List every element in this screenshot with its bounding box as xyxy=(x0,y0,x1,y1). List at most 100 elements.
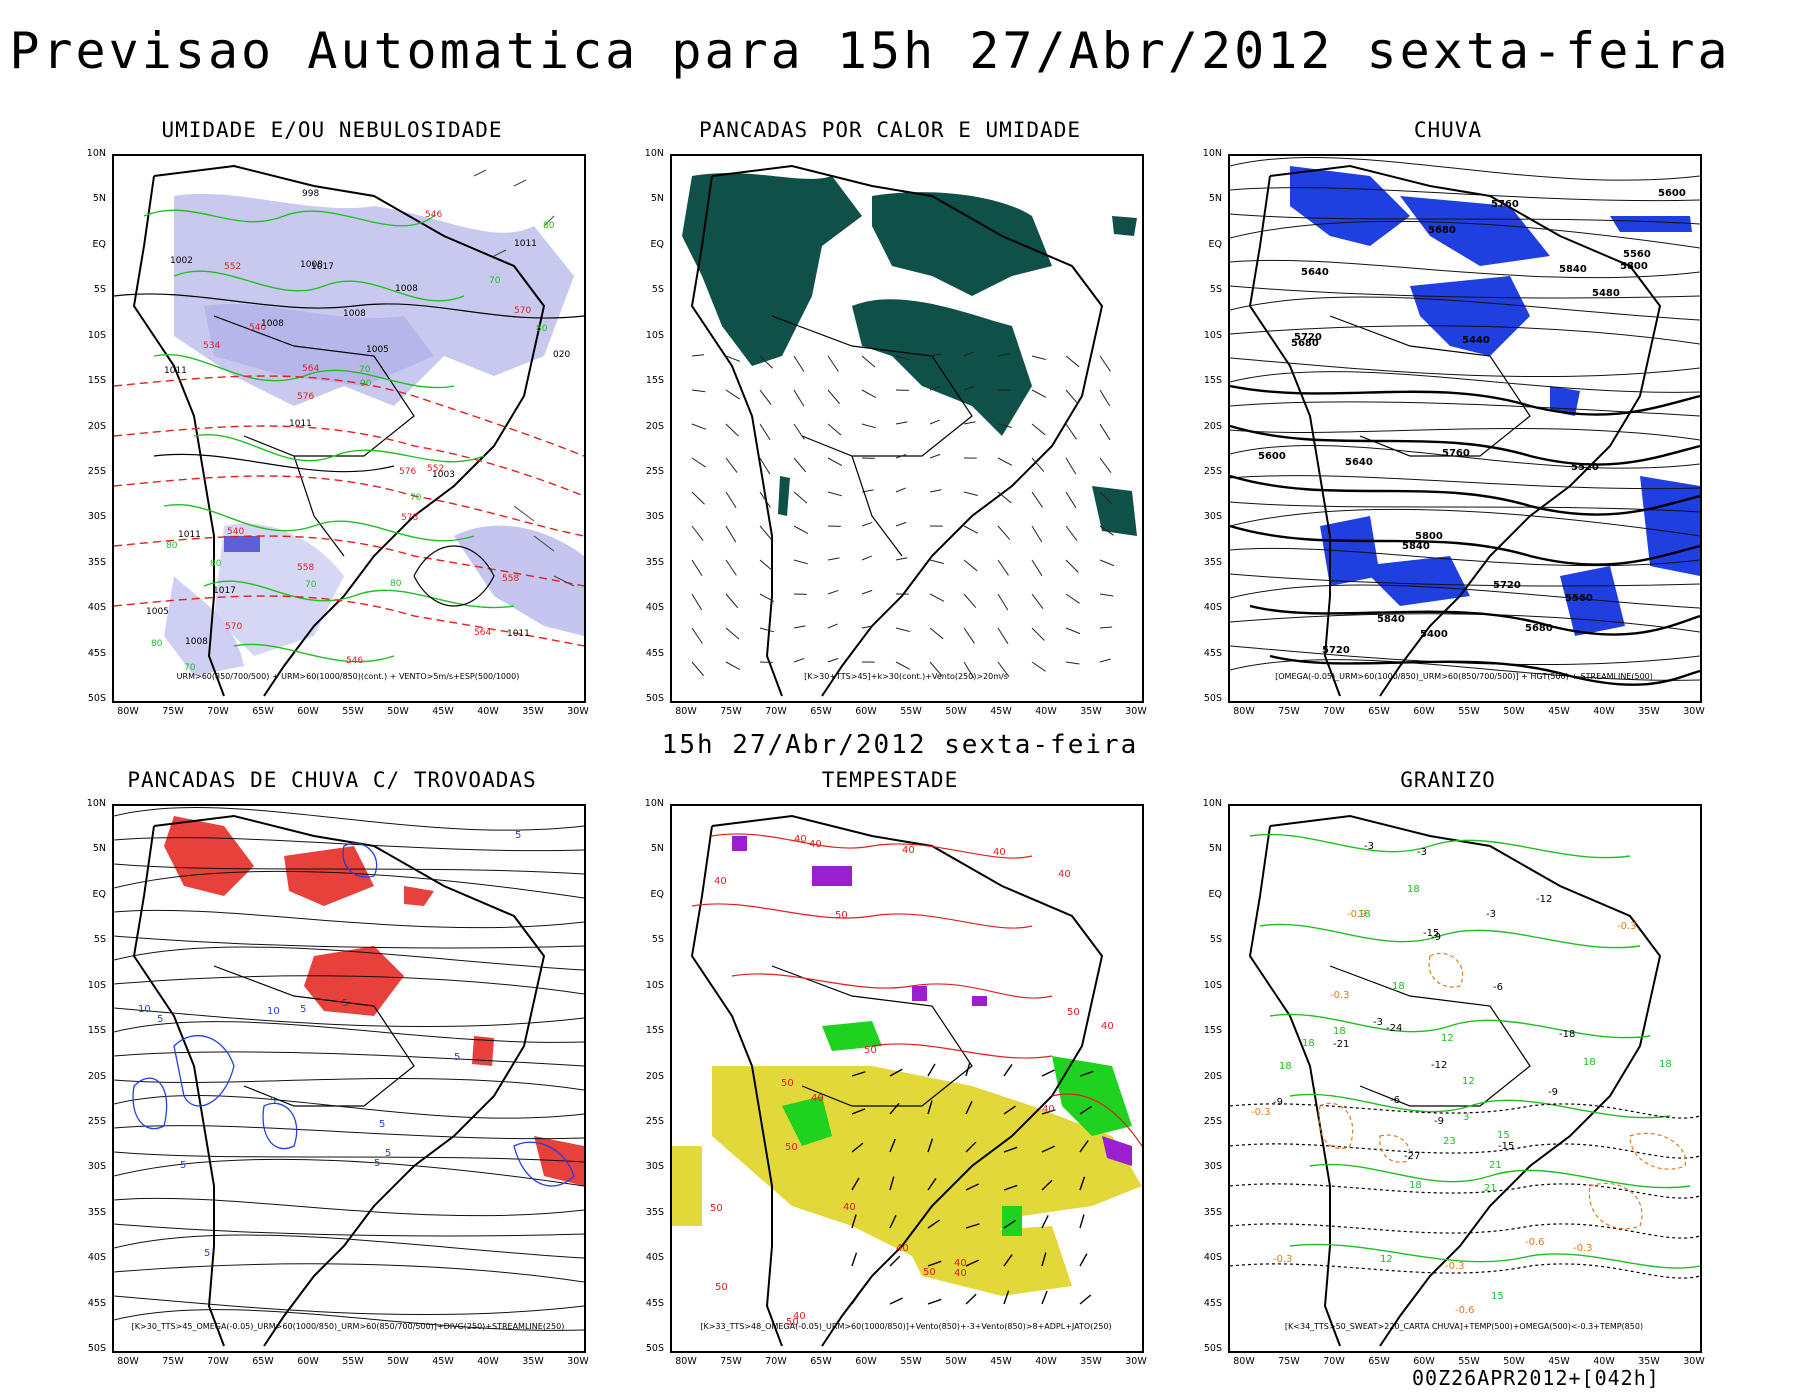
lat-tick-label: EQ xyxy=(92,238,106,250)
lat-tick-label: 10N xyxy=(1202,798,1222,809)
humidity-shading xyxy=(164,193,584,676)
lon-tick-label: 30W xyxy=(1683,1356,1705,1367)
wind-arrow xyxy=(725,491,737,509)
contour-label: 80 xyxy=(210,559,222,569)
streamline xyxy=(1230,325,1700,345)
contour-label: 1005 xyxy=(366,345,389,355)
panel-caption: [OMEGA(-0.05)_URM>60(1000/850)_URM>60(85… xyxy=(1275,672,1653,681)
wind-arrow xyxy=(1003,1146,1018,1153)
wind-arrow xyxy=(759,627,774,633)
contour-label: -0.9 xyxy=(1347,909,1367,920)
contour-label: 70 xyxy=(359,365,371,375)
lat-tick-label: 30S xyxy=(87,1161,106,1173)
contour-label: 546 xyxy=(425,210,442,220)
wind-arrow xyxy=(929,453,941,459)
wind-arrow xyxy=(895,487,906,493)
wind-arrow xyxy=(691,491,705,505)
lon-tick-label: 75W xyxy=(162,1356,184,1367)
streamline xyxy=(1230,508,1700,537)
wind-arrow xyxy=(1003,1184,1018,1191)
contour-label: 70 xyxy=(184,663,196,673)
lon-tick-label: 65W xyxy=(1368,1356,1390,1367)
panel-title: UMIDADE E/OU NEBULOSIDADE xyxy=(161,118,503,142)
contour-label: -18 xyxy=(1559,1029,1575,1040)
lon-tick-label: 40W xyxy=(1035,1356,1057,1367)
wind-arrow xyxy=(1031,525,1043,543)
wind-arrow xyxy=(691,627,703,644)
wind-arrow xyxy=(1041,1215,1049,1229)
wind-arrow xyxy=(1065,627,1081,635)
wind-arrow xyxy=(1031,457,1045,472)
contour-label: 5680 xyxy=(1428,225,1456,236)
wind-arrow xyxy=(759,559,774,572)
contour-label: 15 xyxy=(1491,1291,1504,1302)
contour-label: 576 xyxy=(399,467,416,477)
contour-label: 5680 xyxy=(1525,623,1553,634)
wind-arrow xyxy=(895,557,908,561)
streamline xyxy=(114,1295,584,1316)
contour-label: 5 xyxy=(342,998,348,1009)
lon-tick-label: 40W xyxy=(477,706,499,717)
lon-tick-label: 40W xyxy=(1035,706,1057,717)
wind-arrow xyxy=(965,1183,979,1191)
map-frame: 40 40 40 40 50 40 50 40 50 50 50 40 50 40 40 50 40 50 40 40… xyxy=(670,804,1144,1353)
streamline xyxy=(1230,220,1700,249)
lon-tick-label: 70W xyxy=(207,706,229,717)
lon-tick-label: 80W xyxy=(1233,1356,1255,1367)
contour-label: 1011 xyxy=(514,239,537,249)
wind-arrow xyxy=(861,589,873,595)
contour-label: 5 xyxy=(454,1052,460,1063)
lat-tick-label: 35S xyxy=(87,556,106,568)
contour-label: 5 xyxy=(180,1160,186,1171)
contour-label: 50 xyxy=(864,1045,877,1056)
contour-label: 558 xyxy=(502,574,519,584)
wind-arrow xyxy=(1031,559,1043,577)
wind-arrow xyxy=(759,389,772,405)
contour-label: 50 xyxy=(715,1282,728,1293)
streamline xyxy=(114,1158,584,1187)
map-frame xyxy=(670,154,1144,703)
wind-arrow xyxy=(759,355,773,369)
lon-tick-label: 55W xyxy=(900,1356,922,1367)
continent-outline xyxy=(690,814,1104,1347)
lon-tick-label: 60W xyxy=(1413,706,1435,717)
contour-label: 5480 xyxy=(1592,288,1620,299)
contour-label: -3 xyxy=(1373,1017,1383,1028)
wind-arrow xyxy=(1099,593,1114,597)
wind-arrow xyxy=(1031,627,1045,641)
wind-arrow xyxy=(725,661,741,671)
lon-tick-label: 30W xyxy=(1125,1356,1147,1367)
contour-label: 3 xyxy=(1463,1112,1469,1123)
wind-arrow xyxy=(1041,1145,1056,1153)
lon-tick-label: 50W xyxy=(387,706,409,717)
contour-label: -0.3 xyxy=(1273,1254,1293,1265)
streamline xyxy=(1230,584,1700,609)
lat-tick-label: 35S xyxy=(645,1206,664,1218)
streamline xyxy=(1230,357,1700,378)
lat-tick-label: 35S xyxy=(1203,1206,1222,1218)
contour-label: 18 xyxy=(1302,1038,1315,1049)
lon-tick-label: 70W xyxy=(1323,706,1345,717)
wind-arrow xyxy=(1003,1064,1013,1077)
streamline xyxy=(1230,259,1700,279)
contour-label: -0.6 xyxy=(1455,1305,1475,1316)
lon-tick-label: 55W xyxy=(900,706,922,717)
contour-label: 40 xyxy=(793,1311,806,1322)
contour-label: 18 xyxy=(1407,884,1420,895)
lon-tick-label: 55W xyxy=(342,1356,364,1367)
contour-label: 1011 xyxy=(164,366,187,376)
wind-arrow xyxy=(827,589,839,595)
contour-label: 1008 xyxy=(343,309,366,319)
wind-arrow xyxy=(963,385,975,391)
contour-label: 1002 xyxy=(170,256,193,266)
lon-tick-label: 45W xyxy=(990,1356,1012,1367)
wind-arrow xyxy=(793,423,805,440)
map-canvas: 1011 1011 1011 1011 1008 1008 1008 1008 1011 1008… xyxy=(114,164,584,697)
wind-arrow xyxy=(725,525,737,543)
contour-label: 80 xyxy=(166,541,178,551)
lon-tick-label: 60W xyxy=(297,706,319,717)
contour-label: -3 xyxy=(1486,909,1496,920)
panel-title: PANCADAS DE CHUVA C/ TROVOADAS xyxy=(127,768,537,792)
streamline xyxy=(114,1007,584,1028)
lon-tick-label: 45W xyxy=(432,1356,454,1367)
